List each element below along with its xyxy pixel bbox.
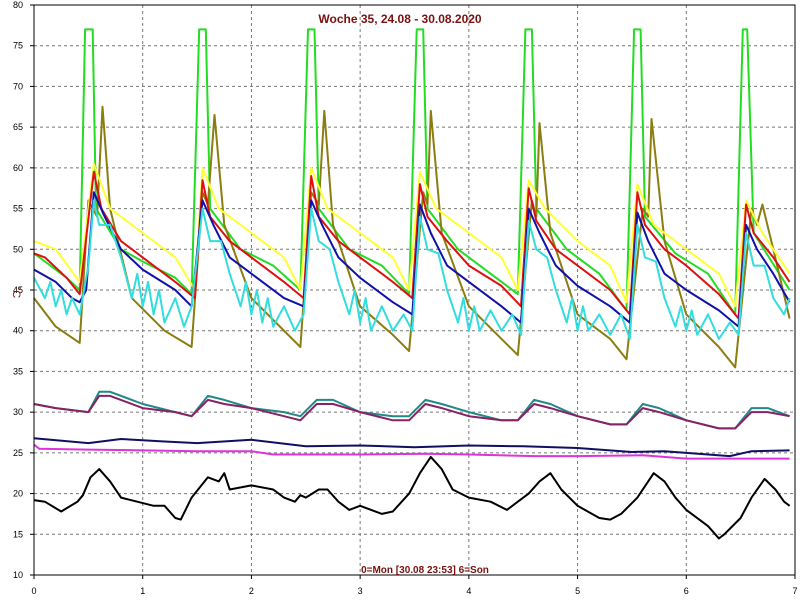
y-tick-label: 60 xyxy=(13,163,23,173)
y-tick-label: 25 xyxy=(13,448,23,458)
y-tick-label: 30 xyxy=(13,407,23,417)
series-group xyxy=(33,28,791,540)
series-line-purple xyxy=(33,394,790,430)
y-tick-label: 45 xyxy=(13,285,23,295)
chart-title: Woche 35, 24.08 - 30.08.2020 xyxy=(318,12,482,26)
y-tick-label: 70 xyxy=(13,81,23,91)
x-tick-label: 2 xyxy=(249,586,254,596)
x-axis: 0 1 2 3 4 5 6 7 xyxy=(31,575,798,596)
x-tick-label: 7 xyxy=(792,586,797,596)
series-line-magenta xyxy=(33,443,790,460)
x-axis-label: 0=Mon [30.08 23:53] 6=Son xyxy=(361,565,489,576)
series-line-black xyxy=(33,455,791,540)
series-line-olive xyxy=(33,105,791,369)
x-tick-label: 4 xyxy=(466,586,471,596)
series-line-navy xyxy=(33,437,790,458)
y-tick-label: 35 xyxy=(13,366,23,376)
y-axis-label: °C xyxy=(10,286,22,298)
y-tick-label: 10 xyxy=(13,570,23,580)
y-axis: 10 15 20 25 30 35 40 45 50 55 60 65 70 75 80 xyxy=(13,0,34,580)
y-tick-label: 80 xyxy=(13,0,23,10)
x-tick-label: 5 xyxy=(575,586,580,596)
x-tick-label: 6 xyxy=(684,586,689,596)
y-tick-label: 75 xyxy=(13,41,23,51)
series-line-blue xyxy=(33,191,791,328)
y-tick-label: 40 xyxy=(13,326,23,336)
series-line-green xyxy=(33,28,791,316)
x-tick-label: 0 xyxy=(31,586,36,596)
x-tick-label: 1 xyxy=(140,586,145,596)
y-tick-label: 65 xyxy=(13,122,23,132)
x-tick-label: 3 xyxy=(358,586,363,596)
series-line-cyan xyxy=(33,199,791,340)
y-tick-label: 55 xyxy=(13,204,23,214)
series-line-red xyxy=(33,170,791,320)
y-tick-label: 20 xyxy=(13,489,23,499)
y-tick-label: 50 xyxy=(13,244,23,254)
y-tick-label: 15 xyxy=(13,529,23,539)
series-line-yellow xyxy=(33,162,791,308)
